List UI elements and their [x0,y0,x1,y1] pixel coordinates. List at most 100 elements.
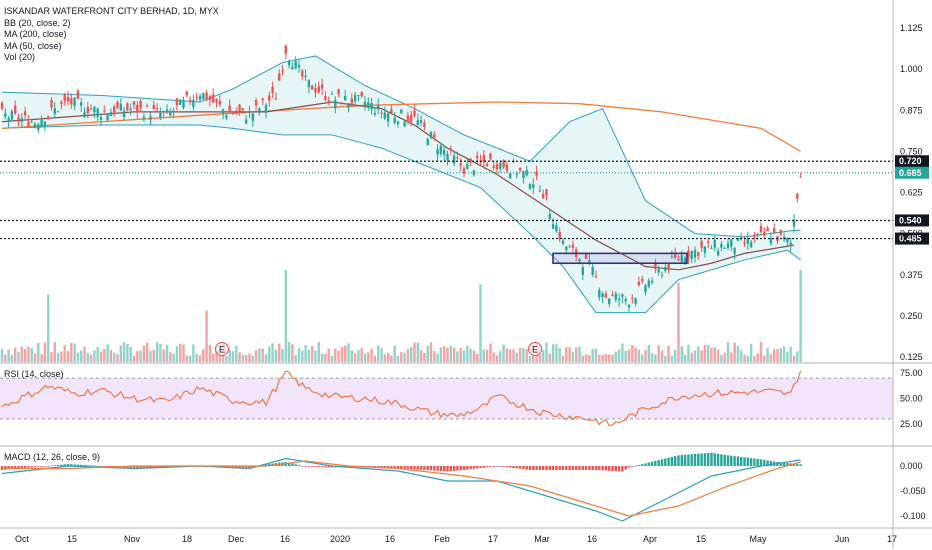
volume-bar [27,346,30,362]
macd-histogram-bar [644,463,647,466]
candle-body [357,95,360,97]
volume-bar [320,353,324,362]
volume-bar [264,354,268,362]
candle-body [400,109,403,114]
volume-bar [792,355,796,362]
candle-body [581,267,584,275]
candle-body [373,112,377,115]
volume-bar [344,345,347,362]
volume-bar [152,349,155,362]
macd-histogram-bar [502,466,505,467]
volume-bar [162,349,165,362]
candle-body [4,113,7,117]
candle-body [489,153,492,159]
volume-bar [377,345,380,362]
macd-pane[interactable] [0,452,802,522]
rsi-pane[interactable] [0,370,893,427]
volume-bar [746,355,749,362]
volume-bar [509,349,512,362]
macd-histogram-bar [238,466,241,468]
price-tick-label: 0.375 [900,270,923,280]
macd-histogram-bar [446,466,449,472]
volume-bar [726,342,730,362]
volume-bar [700,350,703,362]
volume-bar [37,342,40,362]
candle-body [340,102,344,105]
candle-body [396,121,400,125]
volume-bar [489,343,492,362]
candle-body [786,238,789,243]
candle-body [93,106,96,113]
volume-bar [116,354,119,362]
volume-bar [30,348,33,362]
volume-bar [363,353,367,362]
volume-bar [528,355,532,362]
candle-body [644,285,647,292]
volume-bar [588,355,591,362]
candle-body [116,102,119,109]
candle-body [598,290,601,298]
volume-bar [386,352,390,362]
macd-histogram-bar [251,466,254,468]
macd-histogram-bar [20,466,23,469]
macd-histogram-bar [581,466,584,470]
macd-histogram-bar [670,456,674,466]
volume-bar [687,344,690,362]
volume-bar [132,355,136,362]
volume-bar [660,350,664,362]
candle-body [456,157,459,159]
candle-body [703,246,707,254]
candle-body [337,89,340,95]
candle-body [271,86,274,94]
volume-bar [617,349,621,362]
time-tick-label: Oct [15,534,30,544]
volume-bar [241,354,245,362]
candle-body [76,90,80,99]
candle-body [14,105,17,114]
candle-body [393,117,396,123]
macd-histogram-bar [660,459,664,466]
candle-body [683,257,687,264]
macd-histogram-bar [472,466,476,469]
macd-histogram-bar [548,466,551,470]
candle-body [317,86,320,93]
macd-histogram-bar [492,466,495,467]
macd-histogram-bar [33,466,37,467]
macd-histogram-bar [132,466,136,468]
candle-body [70,98,73,105]
macd-histogram-bar [614,466,617,472]
macd-histogram-bar [452,466,456,471]
candle-body [53,108,56,114]
candle-body [730,239,733,247]
candle-body [30,121,33,123]
candle-body [126,103,129,111]
macd-histogram-bar [416,466,419,470]
volume-bar [584,354,588,362]
candle-body [403,121,406,127]
candle-body [608,298,611,304]
volume-bar [749,343,753,362]
candle-body [664,267,667,271]
volume-bar [4,354,7,362]
candle-body [212,94,215,103]
candle-body [294,60,297,69]
macd-histogram-bar [512,466,515,468]
volume-bar [106,344,109,362]
volume-bar [261,348,264,362]
macd-histogram-bar [139,466,142,468]
macd-histogram-bar [377,466,380,468]
volume-bar [555,344,558,362]
volume-bar [446,347,449,362]
volume-bar [10,354,14,362]
macd-histogram-bar [746,457,749,466]
volume-bar [179,343,182,362]
macd-histogram-bar [693,454,697,466]
volume-bar [799,270,802,362]
macd-histogram-bar [86,465,89,466]
volume-bar [773,349,776,362]
volume-bar [357,350,360,362]
candle-body [459,163,462,166]
volume-bar [396,355,400,362]
